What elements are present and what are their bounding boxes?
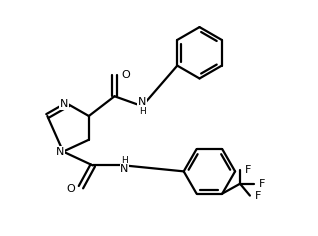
Text: H: H [139, 107, 146, 116]
Text: O: O [121, 70, 130, 80]
Text: N: N [120, 164, 128, 174]
Text: F: F [255, 191, 261, 201]
Text: N: N [56, 147, 64, 157]
Text: F: F [245, 165, 251, 175]
Text: H: H [121, 156, 128, 165]
Text: N: N [60, 99, 68, 109]
Text: O: O [66, 184, 75, 194]
Text: N: N [138, 97, 146, 107]
Text: F: F [259, 179, 265, 189]
